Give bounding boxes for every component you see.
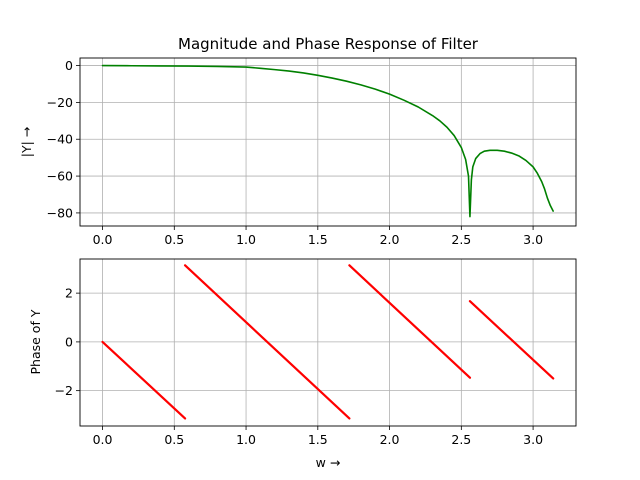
phase-segment-4 — [468, 300, 555, 380]
x-tick-label: 2.0 — [380, 432, 400, 447]
y-tick-label: −40 — [47, 132, 73, 147]
x-tick-label: 1.0 — [236, 432, 256, 447]
magnitude-ticks: 0.0 0.5 1.0 1.5 2.0 2.5 3.0 0 −20 −40 −60 −80 — [47, 58, 543, 247]
magnitude-line — [101, 64, 554, 218]
x-tick-label: 2.0 — [380, 232, 400, 247]
magnitude-grid — [80, 58, 576, 226]
magnitude-plot: Magnitude and Phase Response of Filter 0… — [19, 35, 577, 247]
phase-segment-3 — [348, 264, 472, 379]
x-tick-label: 0.0 — [93, 432, 113, 447]
x-tick-label: 3.0 — [523, 232, 543, 247]
phase-series — [101, 264, 555, 420]
x-tick-label: 2.5 — [451, 232, 471, 247]
y-tick-label: −20 — [47, 95, 73, 110]
phase-axes-frame — [79, 258, 577, 427]
y-tick-label: 2 — [65, 286, 73, 301]
x-tick-label: 0.5 — [164, 232, 184, 247]
y-tick-label: −60 — [47, 169, 73, 184]
phase-x-axis-label: w → — [316, 455, 341, 470]
phase-segment-1 — [101, 340, 187, 420]
x-tick-label: 0.5 — [164, 432, 184, 447]
y-tick-label: 0 — [65, 334, 73, 349]
y-tick-label: 0 — [65, 58, 73, 73]
x-tick-label: 3.0 — [523, 432, 543, 447]
x-tick-label: 0.0 — [93, 232, 113, 247]
phase-grid — [80, 259, 576, 426]
magnitude-plot-title: Magnitude and Phase Response of Filter — [178, 35, 479, 53]
phase-segment-2 — [183, 264, 351, 420]
x-tick-label: 2.5 — [451, 432, 471, 447]
y-tick-label: −2 — [55, 383, 73, 398]
phase-ticks: 0.0 0.5 1.0 1.5 2.0 2.5 3.0 2 0 −2 — [55, 286, 544, 447]
y-tick-label: −80 — [47, 205, 73, 220]
phase-y-axis-label: Phase of Y — [28, 309, 43, 374]
x-tick-label: 1.5 — [308, 232, 328, 247]
magnitude-axes-frame — [79, 57, 577, 227]
magnitude-y-axis-label: |Y| → — [19, 127, 34, 158]
phase-plot: 0.0 0.5 1.0 1.5 2.0 2.5 3.0 2 0 −2 Phase of Y w → — [28, 258, 577, 470]
x-tick-label: 1.0 — [236, 232, 256, 247]
magnitude-series — [101, 64, 554, 218]
x-tick-label: 1.5 — [308, 432, 328, 447]
